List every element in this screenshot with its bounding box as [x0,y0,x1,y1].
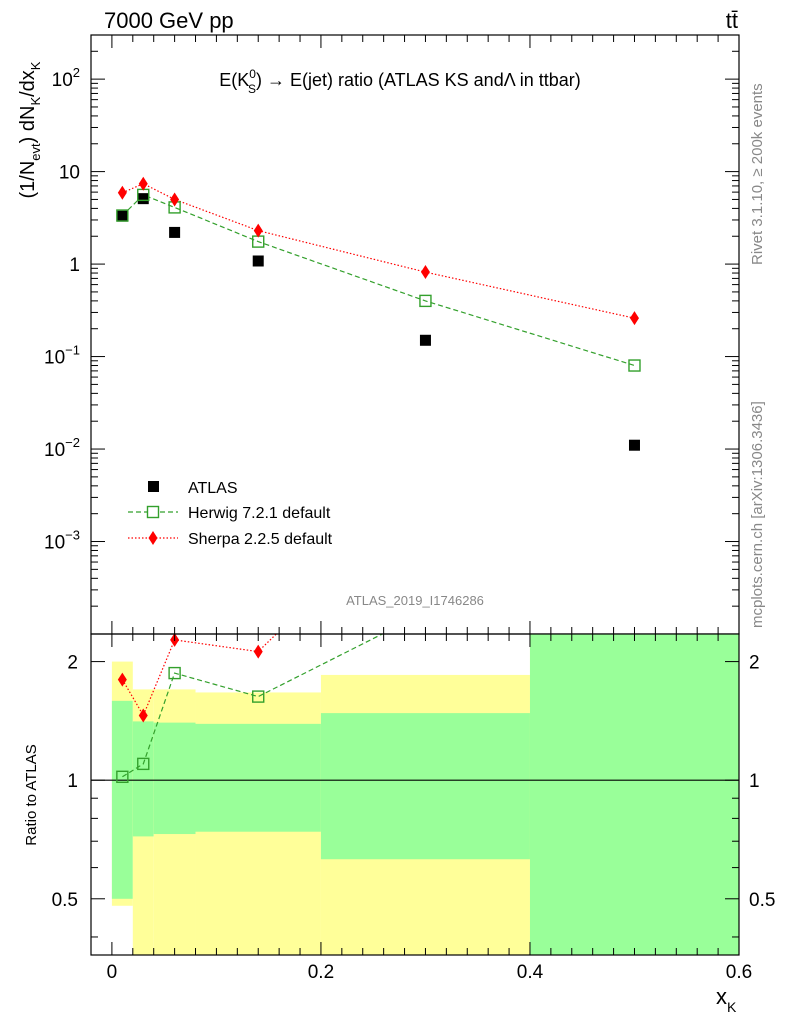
sherpa-point [253,223,263,238]
herwig-line [121,194,635,367]
atlas-point [419,334,431,346]
ratio-ytick-label-right: 1 [749,771,760,792]
uncertainty-band-green [111,700,133,899]
legend-label-herwig: Herwig 7.2.1 default [188,505,331,522]
legend-marker-atlas [148,481,159,492]
uncertainty-band-green [529,634,739,955]
x-tick-label: 0.2 [308,962,334,983]
herwig-ratio-line [122,634,384,778]
mcplots-label: mcplots.cern.ch [arXiv:1306.3436] [749,401,766,628]
header-left: 7000 GeV pp [104,8,234,33]
legend-marker-herwig [146,505,160,519]
sherpa-ratio-point [117,672,127,687]
rivet-label: Rivet 3.1.10, ≥ 200k events [749,83,766,265]
main-ytick-label: 10−2 [44,435,80,461]
x-axis-label: xK [716,984,737,1015]
ratio-ytick-label: 1 [67,771,78,792]
ratio-ytick-label: 0.5 [52,890,78,911]
sherpa-point [420,265,430,280]
legend-label-sherpa: Sherpa 2.2.5 default [188,531,333,548]
atlas-point [628,439,640,451]
ratio-frame [90,633,740,956]
atlas-point [169,226,181,238]
sherpa-point [138,176,148,191]
uncertainty-band-green [153,722,196,835]
sherpa-point [170,192,180,207]
herwig-ratio-point [137,757,150,771]
legend: ATLAS Herwig 7.2.1 default Sherpa 2.2.5 … [128,480,333,548]
main-ylabel: (1/Nevt) dNK/dxK [17,61,43,198]
legend-marker-sherpa [148,531,158,545]
ratio-axes: 2 2 1 1 0.5 0.5 0 0.2 0.4 0.6 [52,634,775,983]
herwig-ratio-point [252,690,265,703]
herwig-ratio-point [420,607,431,618]
sherpa-ratio-point [630,232,639,246]
sherpa-point [117,185,127,200]
uncertainty-band-green [132,721,154,837]
atlas-point [116,210,128,222]
main-ytick-label: 10−1 [44,343,80,369]
uncertainty-band-green [320,713,530,860]
ratio-ylabel: Ratio to ATLAS [23,744,40,845]
herwig-ratio-point [116,770,129,784]
herwig-point [628,359,641,372]
main-ytick-label: 1 [69,255,80,276]
chart-title: E(K0 S) → E(jet) ratio (ATLAS KS andΛ in … [219,67,581,96]
herwig-ratio-point [168,666,181,680]
header-right: tt̄ [726,8,738,33]
atlas-point [137,193,149,205]
legend-label-atlas: ATLAS [188,480,238,497]
herwig-point [116,209,129,222]
x-tick-label: 0 [107,962,118,983]
sherpa-ratio-line [121,634,278,717]
ratio-plot-area [91,634,739,955]
uncertainty-band-green [195,723,321,832]
main-ytick-label: 10−3 [44,528,80,554]
sherpa-ratio-point [138,708,148,723]
main-series [116,176,641,451]
main-axes: 102 10 1 10−1 10−2 10−3 [44,34,740,635]
herwig-point [419,294,432,308]
atlas-point [252,255,264,267]
sherpa-ratio-point [421,482,430,496]
ratio-ytick-label-right: 0.5 [749,890,775,911]
sherpa-line [122,183,635,319]
sherpa-ratio-point [253,644,263,659]
ratio-ytick-label-right: 2 [749,653,760,674]
analysis-id: ATLAS_2019_I1746286 [346,593,484,608]
main-ytick-label: 102 [52,65,80,91]
x-tick-label: 0.6 [726,962,752,983]
sherpa-point [629,311,639,326]
ratio-ytick-label: 2 [67,653,78,674]
x-tick-label: 0.4 [517,962,544,983]
main-ytick-label: 10 [59,163,80,184]
